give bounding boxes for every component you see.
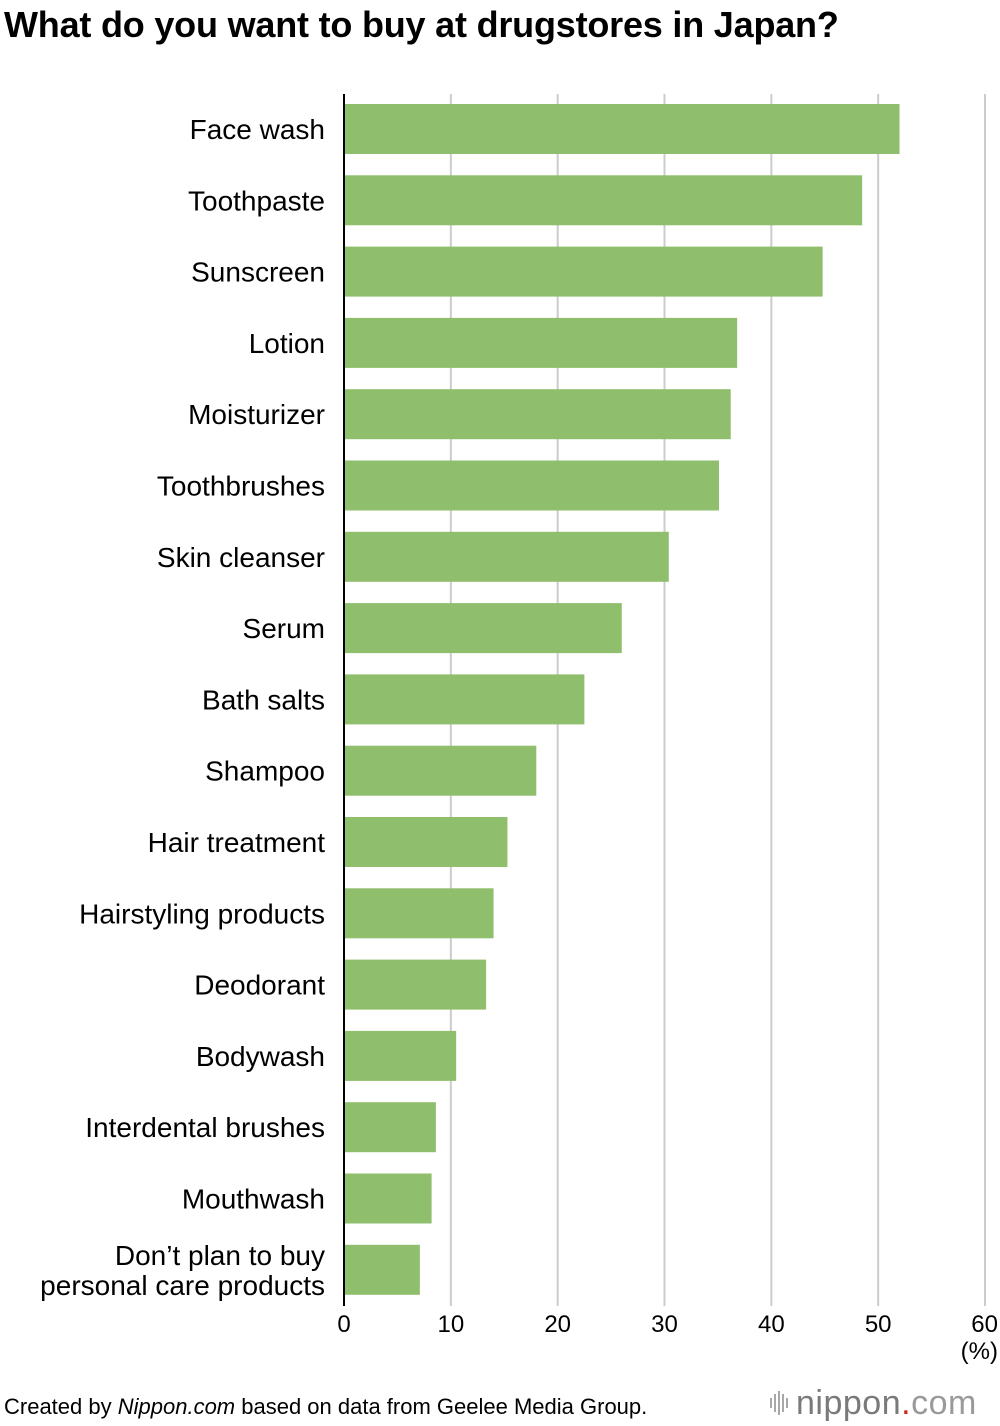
logo-wordmark: nippon.com — [796, 1384, 977, 1423]
category-label-9: Shampoo — [205, 756, 325, 787]
category-label-5: Toothbrushes — [157, 471, 325, 502]
bar-2 — [344, 246, 823, 297]
category-label-4: Moisturizer — [188, 399, 325, 430]
x-tick-label-60: 60 — [971, 1311, 998, 1338]
credit-prefix: Created by — [4, 1394, 118, 1419]
logo-name: nippon — [796, 1383, 902, 1422]
logo-tld: com — [911, 1383, 977, 1422]
bar-3 — [344, 317, 738, 368]
category-label-7: Serum — [243, 613, 325, 644]
chart-title: What do you want to buy at drugstores in… — [4, 4, 839, 45]
bar-0 — [344, 104, 900, 154]
bar-13 — [344, 1030, 457, 1081]
bar-8 — [344, 674, 585, 725]
bar-15 — [344, 1173, 432, 1224]
category-label-13: Bodywash — [196, 1041, 325, 1072]
x-tick-label-0: 0 — [337, 1311, 350, 1338]
bar-16 — [344, 1244, 420, 1295]
bar-1 — [344, 175, 863, 226]
bar-6 — [344, 531, 669, 582]
category-label-1: Toothpaste — [188, 185, 325, 216]
bar-7 — [344, 603, 622, 654]
x-tick-label-30: 30 — [651, 1311, 678, 1338]
category-label-3: Lotion — [249, 328, 325, 359]
x-tick-label-20: 20 — [544, 1311, 571, 1338]
bar-12 — [344, 959, 487, 1010]
x-tick-label-40: 40 — [758, 1311, 785, 1338]
category-label-2: Sunscreen — [191, 257, 325, 288]
category-label-10: Hair treatment — [148, 827, 326, 858]
category-label-12: Deodorant — [194, 970, 325, 1001]
source-credit: Created by Nippon.com based on data from… — [4, 1394, 647, 1420]
category-label-6: Skin cleanser — [157, 542, 325, 573]
category-label-0: Face wash — [190, 114, 325, 145]
bar-5 — [344, 460, 719, 511]
bar-9 — [344, 745, 537, 796]
bar-11 — [344, 888, 494, 939]
x-tick-label-10: 10 — [437, 1311, 464, 1338]
bar-10 — [344, 817, 508, 867]
category-label-16: Don’t plan to buy personal care products — [40, 1240, 325, 1301]
bar-14 — [344, 1102, 436, 1153]
credit-source-name: Nippon.com — [117, 1394, 236, 1419]
bars — [344, 104, 900, 1295]
category-label-14: Interdental brushes — [85, 1112, 325, 1143]
bar-4 — [344, 389, 731, 440]
x-tick-label-50: 50 — [865, 1311, 892, 1338]
credit-suffix: based on data from Geelee Media Group. — [235, 1394, 648, 1419]
category-label-8: Bath salts — [202, 684, 325, 715]
nippon-logo[interactable]: nippon.com — [770, 1383, 977, 1423]
category-label-11: Hairstyling products — [79, 898, 325, 929]
category-label-15: Mouthwash — [182, 1184, 325, 1215]
logo-dot: . — [901, 1383, 912, 1422]
x-axis-ticks: 0 10 20 30 40 50 60(%) — [337, 1311, 998, 1365]
x-axis-unit-label: (%) — [961, 1338, 998, 1365]
category-labels: Face wash Toothpaste Sunscreen Lotion Moistu… — [40, 114, 325, 1301]
bar-chart: Face wash Toothpaste Sunscreen Lotion Moistu… — [40, 94, 998, 1365]
logo-bars-icon — [770, 1391, 788, 1415]
